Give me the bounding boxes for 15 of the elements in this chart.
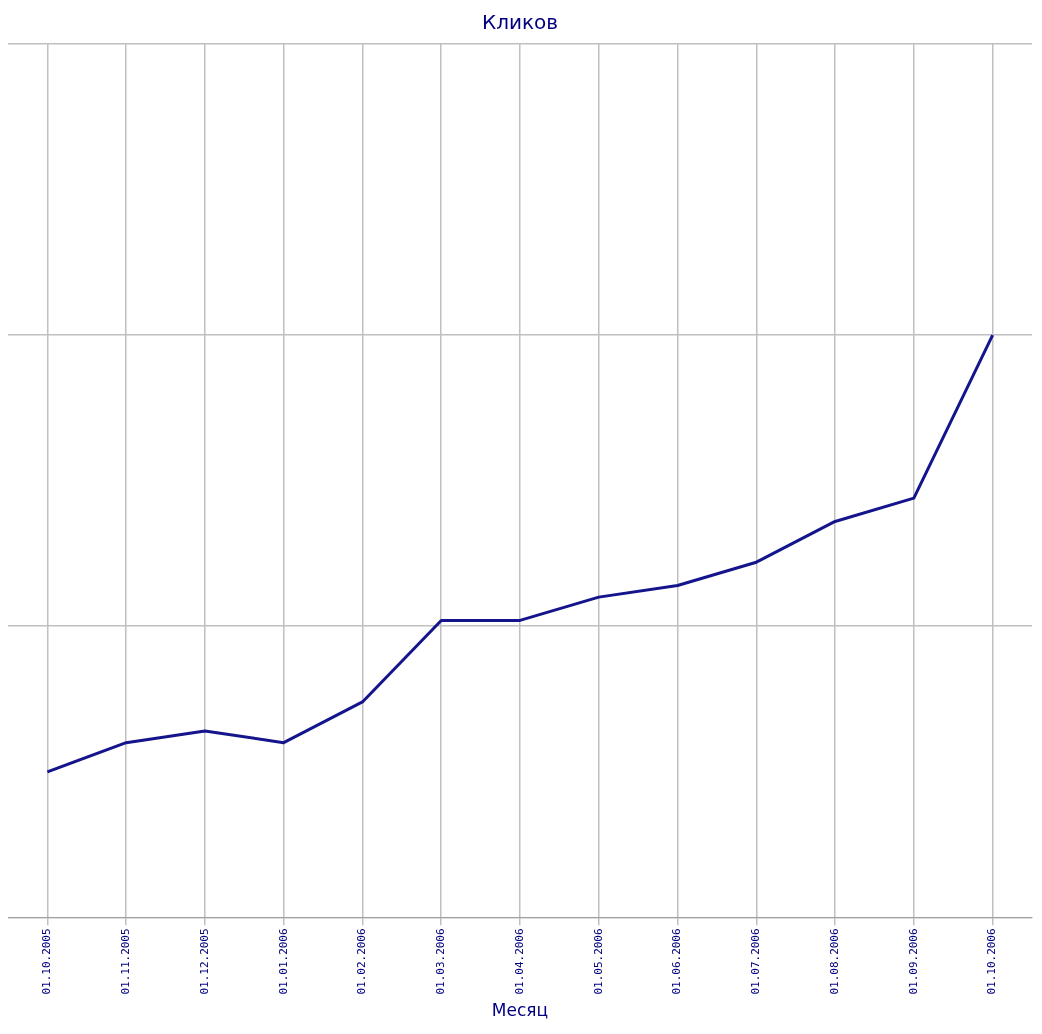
x-tick-label: 01.10.2005	[40, 928, 54, 995]
x-tick-label: 01.07.2006	[749, 928, 763, 995]
x-tick-label: 01.06.2006	[670, 928, 684, 995]
x-tick-label: 01.01.2006	[276, 928, 290, 995]
x-tick-label: 01.02.2006	[355, 928, 369, 995]
x-tick-label: 01.08.2006	[827, 928, 841, 995]
x-tick-label: 01.03.2006	[434, 928, 448, 995]
chart-title: Кликов	[481, 10, 559, 35]
x-tick-label: 01.04.2006	[512, 928, 526, 995]
x-axis-title: Месяц	[491, 1000, 549, 1021]
x-tick-label: 01.05.2006	[591, 928, 605, 995]
x-tick-label: 01.09.2006	[906, 928, 920, 995]
x-tick-label: 01.12.2005	[197, 928, 211, 995]
x-tick-label: 01.11.2005	[119, 928, 133, 995]
x-tick-label: 01.10.2006	[985, 928, 999, 995]
